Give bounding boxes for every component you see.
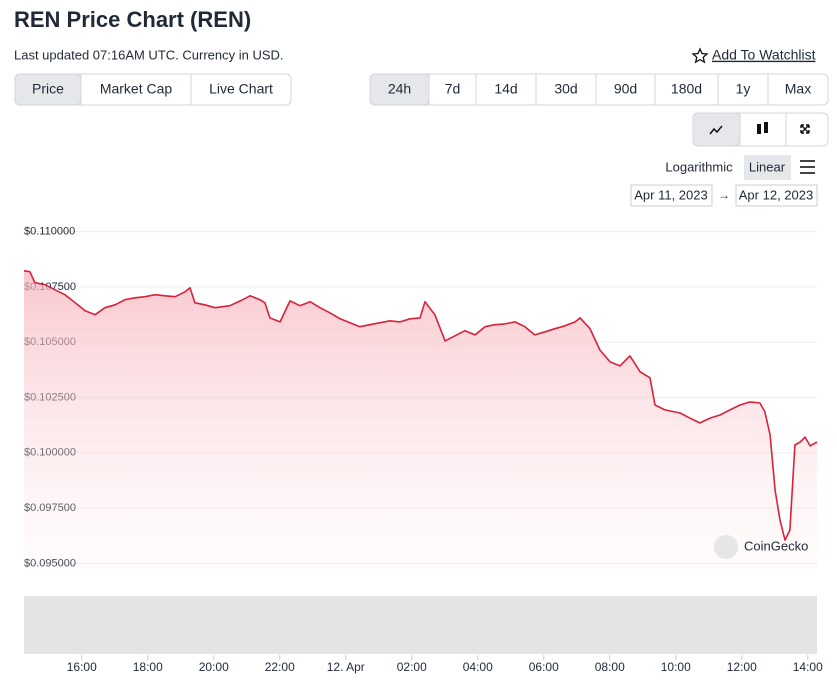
line-icon <box>709 125 723 135</box>
x-tick-label: 14:00 <box>793 660 823 674</box>
x-tick-label: 18:00 <box>133 660 163 674</box>
date-input[interactable] <box>735 184 818 207</box>
star-icon[interactable] <box>691 47 709 64</box>
candle-icon[interactable] <box>757 124 761 134</box>
controls: Price Market Cap Live Chart 24h 7d 14d 30d 90d 1… <box>14 73 829 106</box>
button-label[interactable]: Price <box>32 81 64 97</box>
button-label[interactable]: 90d <box>614 81 637 97</box>
x-tick-label: 12. Apr <box>327 660 365 674</box>
x-tick-label: 08:00 <box>595 660 625 674</box>
button-label[interactable]: 14d <box>494 81 517 97</box>
price-line <box>23 270 818 541</box>
candle-icon[interactable] <box>764 122 768 133</box>
button-label[interactable]: 180d <box>671 81 702 97</box>
watermark-logo <box>714 535 738 559</box>
x-tick-label: 20:00 <box>199 660 229 674</box>
date-from: Apr 11, 2023 <box>634 187 707 202</box>
price-area <box>24 270 817 570</box>
button-label[interactable]: Live Chart <box>209 81 273 97</box>
linear-option[interactable]: Linear <box>749 159 786 174</box>
button-label[interactable]: 30d <box>554 81 577 97</box>
plot: $0.095000$0.097500$0.100000$0.102500$0.1… <box>23 226 823 674</box>
button-label[interactable]: 24h <box>388 81 411 97</box>
button-label[interactable]: Market Cap <box>100 81 173 97</box>
button-label[interactable]: 1y <box>736 81 751 97</box>
menu-icon[interactable] <box>800 160 815 174</box>
x-tick-label: 06:00 <box>529 660 559 674</box>
x-tick-label: 02:00 <box>397 660 427 674</box>
button-label[interactable]: 7d <box>445 81 461 97</box>
x-tick-label: 04:00 <box>463 660 493 674</box>
watchlist-link[interactable]: Add To Watchlist <box>712 47 816 63</box>
x-tick-label: 22:00 <box>265 660 295 674</box>
fullscreen-icon[interactable] <box>800 124 810 134</box>
log-option[interactable]: Logarithmic <box>665 159 733 174</box>
subtitle: Last updated 07:16AM UTC. Currency in US… <box>14 47 284 62</box>
button-group <box>369 73 829 106</box>
date-input[interactable] <box>630 184 713 207</box>
line-chart-button[interactable] <box>692 112 741 147</box>
volume-band <box>24 596 817 654</box>
date-to: Apr 12, 2023 <box>739 187 813 202</box>
linear-button-bg[interactable] <box>744 155 791 180</box>
x-tick-label: 10:00 <box>661 660 691 674</box>
x-tick-label: 16:00 <box>67 660 97 674</box>
date-arrow: → <box>718 188 730 202</box>
page-title: REN Price Chart (REN) <box>14 7 251 32</box>
x-tick-label: 12:00 <box>727 660 757 674</box>
watermark: CoinGecko <box>744 538 808 553</box>
y-tick-label: $0.110000 <box>24 226 75 238</box>
button-label[interactable]: Max <box>785 81 811 97</box>
